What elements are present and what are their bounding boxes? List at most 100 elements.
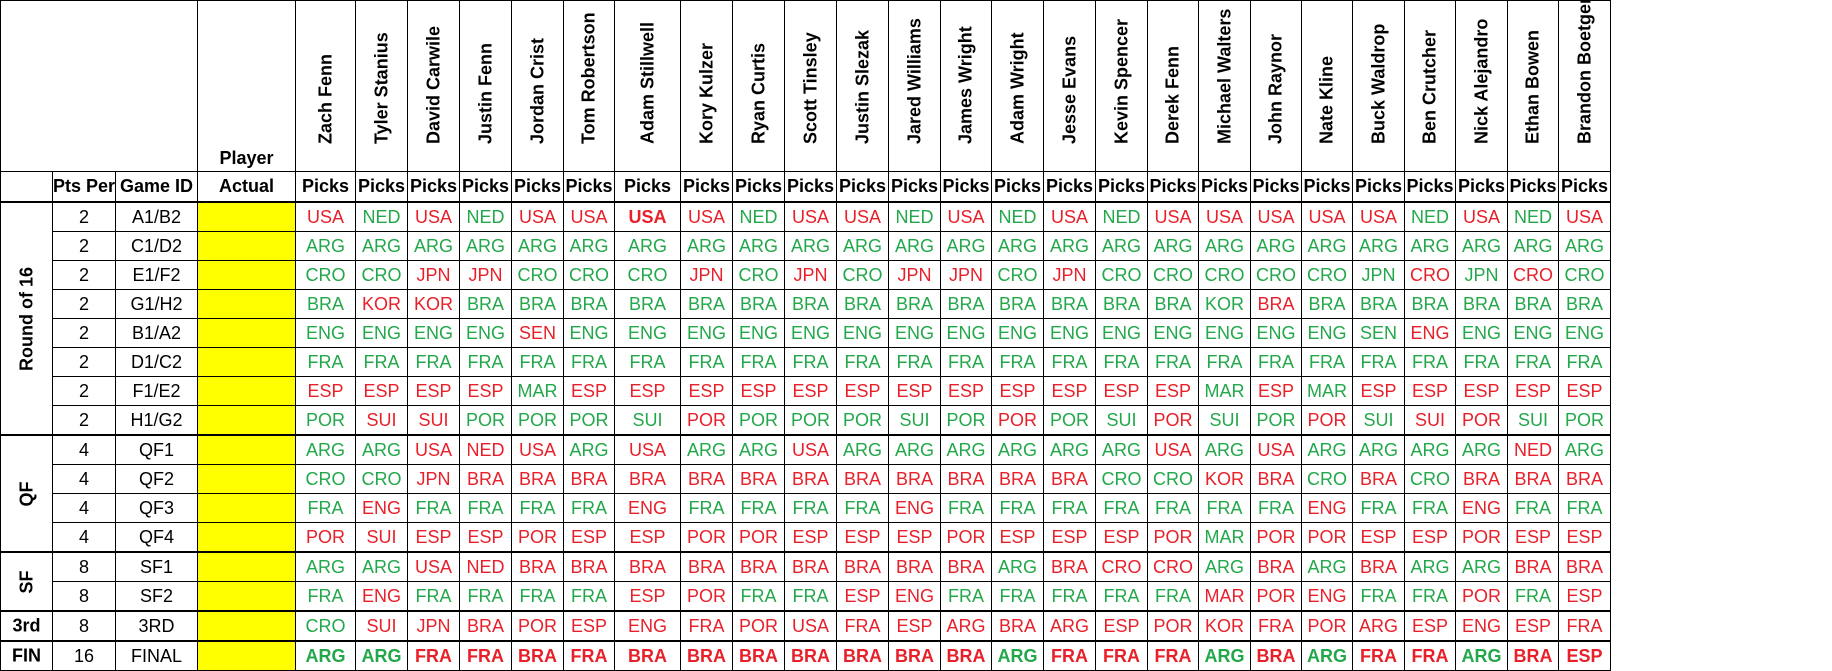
pick-cell[interactable]: CRO — [1507, 260, 1560, 290]
pick-cell[interactable]: USA — [1147, 201, 1200, 232]
pick-cell[interactable]: FRA — [1404, 347, 1457, 377]
pick-cell[interactable]: KOR — [1198, 610, 1252, 642]
pick-cell[interactable]: CRO — [732, 260, 786, 290]
pick-cell[interactable]: JPN — [1455, 260, 1509, 290]
pick-cell[interactable]: ESP — [1404, 522, 1457, 553]
pick-cell[interactable]: POR — [732, 610, 786, 642]
pick-cell[interactable]: POR — [1147, 610, 1200, 642]
pick-cell[interactable]: ESP — [1455, 376, 1509, 406]
pick-cell[interactable]: ENG — [991, 318, 1045, 348]
pick-cell[interactable]: FRA — [680, 347, 734, 377]
actual-result-cell[interactable] — [197, 581, 297, 612]
pick-cell[interactable]: ESP — [1043, 522, 1097, 553]
pick-cell[interactable]: ENG — [614, 318, 682, 348]
pick-cell[interactable]: MAR — [1198, 581, 1252, 612]
pick-cell[interactable]: ESP — [563, 610, 616, 642]
pick-cell[interactable]: BRA — [1507, 289, 1560, 319]
pick-cell[interactable]: CRO — [1558, 260, 1612, 290]
pick-cell[interactable]: FRA — [991, 581, 1045, 612]
pick-cell[interactable]: MAR — [1198, 522, 1252, 553]
pick-cell[interactable]: FRA — [1095, 581, 1149, 612]
pick-cell[interactable]: ARG — [1558, 231, 1612, 261]
pick-cell[interactable]: BRA — [680, 289, 734, 319]
pick-cell[interactable]: ARG — [295, 640, 357, 671]
player-name-header[interactable]: James Wright — [940, 0, 993, 172]
pick-cell[interactable]: USA — [1250, 434, 1303, 465]
pick-cell[interactable]: FRA — [680, 610, 734, 642]
pick-cell[interactable]: BRA — [563, 551, 616, 582]
actual-result-cell[interactable] — [197, 640, 297, 671]
pick-cell[interactable]: USA — [407, 551, 461, 582]
pick-cell[interactable]: KOR — [1198, 464, 1252, 494]
pick-cell[interactable]: BRA — [1455, 464, 1509, 494]
pick-cell[interactable]: ENG — [732, 318, 786, 348]
pick-cell[interactable]: BRA — [1043, 551, 1097, 582]
pick-cell[interactable]: NED — [1507, 201, 1560, 232]
pick-cell[interactable]: BRA — [1404, 289, 1457, 319]
pick-cell[interactable]: CRO — [1250, 260, 1303, 290]
pick-cell[interactable]: ARG — [1198, 640, 1252, 671]
pick-cell[interactable]: NED — [459, 551, 513, 582]
pick-cell[interactable]: ESP — [1352, 376, 1406, 406]
pick-cell[interactable]: BRA — [1558, 551, 1612, 582]
pick-cell[interactable]: FRA — [459, 493, 513, 523]
player-name-header[interactable]: Scott Tinsley — [784, 0, 838, 172]
pick-cell[interactable]: ESP — [732, 376, 786, 406]
pick-cell[interactable]: BRA — [836, 551, 890, 582]
player-name-header[interactable]: Adam Stillwell — [614, 0, 682, 172]
pick-cell[interactable]: FRA — [1507, 493, 1560, 523]
player-name-header[interactable]: Ethan Bowen — [1507, 0, 1560, 172]
pick-cell[interactable]: BRA — [888, 464, 942, 494]
pick-cell[interactable]: ARG — [1198, 551, 1252, 582]
pick-cell[interactable]: ENG — [355, 318, 409, 348]
pick-cell[interactable]: NED — [355, 201, 409, 232]
pick-cell[interactable]: SUI — [1404, 405, 1457, 436]
pick-cell[interactable]: ARG — [888, 231, 942, 261]
pick-cell[interactable]: ARG — [1455, 434, 1509, 465]
pick-cell[interactable]: NED — [732, 201, 786, 232]
pick-cell[interactable]: BRA — [563, 464, 616, 494]
pick-cell[interactable]: BRA — [940, 464, 993, 494]
pick-cell[interactable]: CRO — [1147, 551, 1200, 582]
pick-cell[interactable]: ARG — [511, 231, 565, 261]
pick-cell[interactable]: POR — [732, 405, 786, 436]
pick-cell[interactable]: ESP — [1404, 376, 1457, 406]
actual-result-cell[interactable] — [197, 464, 297, 494]
actual-result-cell[interactable] — [197, 610, 297, 642]
pick-cell[interactable]: ESP — [1095, 522, 1149, 553]
pick-cell[interactable]: USA — [563, 201, 616, 232]
pick-cell[interactable]: USA — [784, 201, 838, 232]
pick-cell[interactable]: POR — [1301, 405, 1354, 436]
actual-result-cell[interactable] — [197, 347, 297, 377]
pick-cell[interactable]: ENG — [680, 318, 734, 348]
pick-cell[interactable]: USA — [1147, 434, 1200, 465]
pick-cell[interactable]: FRA — [407, 347, 461, 377]
pick-cell[interactable]: ESP — [888, 610, 942, 642]
pick-cell[interactable]: POR — [1558, 405, 1612, 436]
pick-cell[interactable]: BRA — [1352, 464, 1406, 494]
pick-cell[interactable]: BRA — [836, 289, 890, 319]
pick-cell[interactable]: FRA — [1250, 610, 1303, 642]
pick-cell[interactable]: ENG — [1147, 318, 1200, 348]
pick-cell[interactable]: POR — [1147, 522, 1200, 553]
pick-cell[interactable]: SEN — [1352, 318, 1406, 348]
pick-cell[interactable]: POR — [1301, 610, 1354, 642]
pick-cell[interactable]: ESP — [407, 376, 461, 406]
pick-cell[interactable]: POR — [940, 522, 993, 553]
pick-cell[interactable]: ESP — [1352, 522, 1406, 553]
pick-cell[interactable]: BRA — [680, 464, 734, 494]
pick-cell[interactable]: MAR — [511, 376, 565, 406]
pick-cell[interactable]: FRA — [511, 581, 565, 612]
pick-cell[interactable]: FRA — [614, 347, 682, 377]
pick-cell[interactable]: USA — [1558, 201, 1612, 232]
pick-cell[interactable]: ESP — [991, 376, 1045, 406]
pick-cell[interactable]: BRA — [1250, 551, 1303, 582]
pick-cell[interactable]: ARG — [991, 231, 1045, 261]
pick-cell[interactable]: BRA — [563, 289, 616, 319]
pick-cell[interactable]: SUI — [355, 610, 409, 642]
pick-cell[interactable]: FRA — [1043, 493, 1097, 523]
pick-cell[interactable]: SUI — [1095, 405, 1149, 436]
pick-cell[interactable]: POR — [511, 610, 565, 642]
pick-cell[interactable]: ENG — [459, 318, 513, 348]
pick-cell[interactable]: BRA — [732, 551, 786, 582]
